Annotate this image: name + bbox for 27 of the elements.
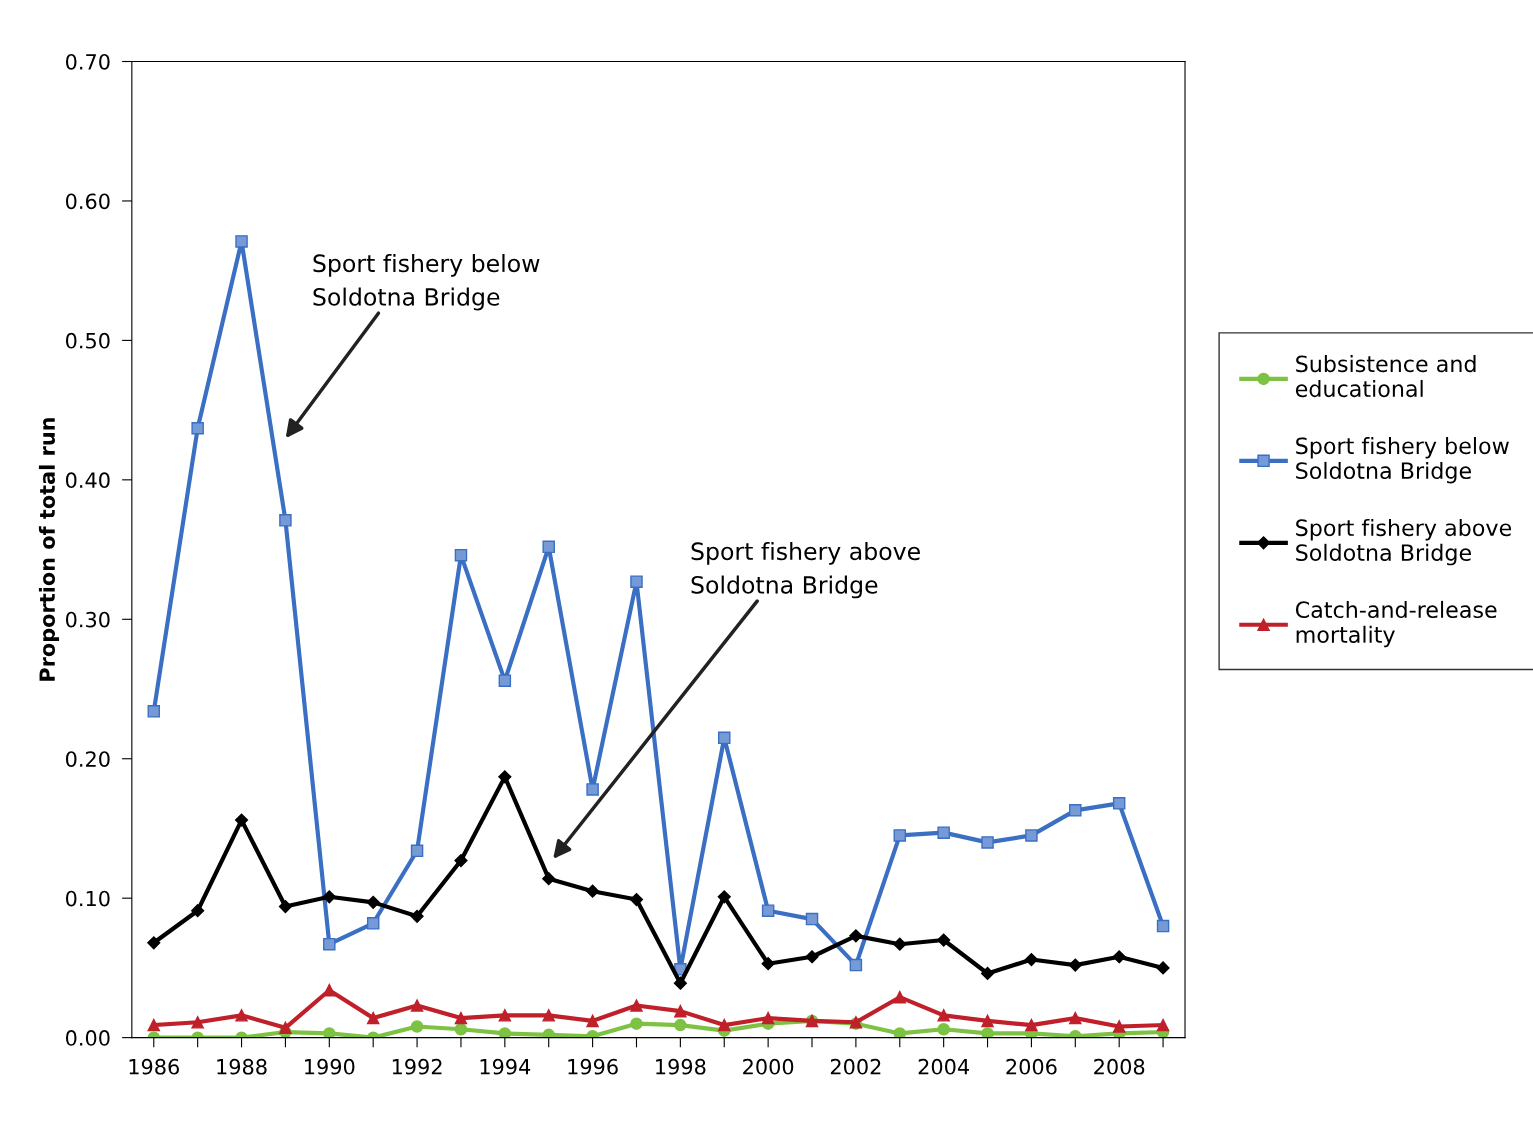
annotation: Sport fishery below Soldotna Bridge xyxy=(313,253,540,311)
x-tick-label: 1996 xyxy=(568,1058,618,1075)
x-tick-label: 2006 xyxy=(1006,1058,1057,1075)
y-tick-label: 0.60 xyxy=(65,193,110,210)
x-tick-label: 2004 xyxy=(918,1058,969,1075)
y-tick-label: 0.00 xyxy=(65,1030,110,1046)
legend-label: Catch-and-release mortality xyxy=(1295,600,1497,648)
x-tick-label: 1992 xyxy=(392,1058,442,1075)
legend-label: Subsistence and educational xyxy=(1295,355,1476,398)
y-tick-label: 0.10 xyxy=(65,890,110,907)
y-tick-label: 0.40 xyxy=(65,472,110,489)
y-tick-label: 0.20 xyxy=(65,751,110,767)
annotation: Sport fishery above Soldotna Bridge xyxy=(691,541,920,599)
x-tick-label: 1998 xyxy=(656,1058,706,1075)
x-tick-label: 1990 xyxy=(305,1058,355,1075)
x-tick-label: 2008 xyxy=(1094,1058,1145,1075)
y-tick-label: 0.70 xyxy=(65,53,110,70)
legend-label: Sport fishery below Soldotna Bridge xyxy=(1296,436,1509,484)
y-tick-label: 0.30 xyxy=(65,611,110,628)
x-tick-label: 2002 xyxy=(830,1058,881,1075)
y-tick-label: 0.50 xyxy=(65,332,110,349)
x-tick-label: 1994 xyxy=(480,1058,531,1075)
x-tick-label: 1986 xyxy=(129,1058,179,1075)
x-tick-label: 2000 xyxy=(743,1058,794,1075)
y-axis-title: Proportion of total run xyxy=(38,418,60,681)
legend-label: Sport fishery above Soldotna Bridge xyxy=(1296,518,1512,566)
x-tick-label: 1988 xyxy=(217,1058,267,1075)
